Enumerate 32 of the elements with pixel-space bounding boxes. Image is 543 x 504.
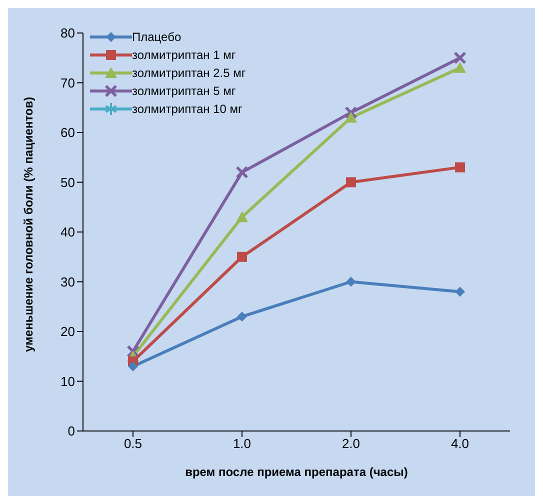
point <box>454 62 466 73</box>
point <box>455 286 465 297</box>
x-tick-label: 4.0 <box>450 436 470 452</box>
y-axis-title: уменьшение головной боли (% пациентов) <box>21 96 36 352</box>
x-tick-label: 1.0 <box>232 436 252 452</box>
legend-label: золмитриптан 5 мг <box>132 84 236 98</box>
point <box>237 252 247 262</box>
y-tick-label: 50 <box>60 174 75 190</box>
legend-label: золмитриптан 10 мг <box>132 102 242 116</box>
y-tick-label: 80 <box>60 26 75 41</box>
x-tick-label: 0.5 <box>124 436 142 452</box>
point <box>237 312 247 322</box>
point <box>128 361 138 372</box>
y-tick-label: 20 <box>60 324 75 340</box>
y-tick-label: 10 <box>60 374 75 389</box>
legend-label: золмитриптан 1 мг <box>132 48 236 62</box>
point <box>236 211 248 222</box>
legend-label: Плацебо <box>132 30 182 44</box>
y-tick-label: 30 <box>60 274 75 290</box>
x-tick-label: 2.0 <box>342 436 360 452</box>
point <box>236 166 248 178</box>
y-tick-label: 70 <box>60 75 75 90</box>
y-tick-label: 60 <box>60 125 75 140</box>
legend-label: золмитриптан 2.5 мг <box>132 66 246 80</box>
point <box>454 52 466 64</box>
point <box>345 112 357 123</box>
x-axis-title: врем после приема препарата (часы) <box>185 465 408 479</box>
y-tick-label: 40 <box>60 224 75 240</box>
y-tick-label: 0 <box>68 424 75 439</box>
point <box>346 177 356 188</box>
point <box>455 162 465 172</box>
point <box>346 276 356 287</box>
